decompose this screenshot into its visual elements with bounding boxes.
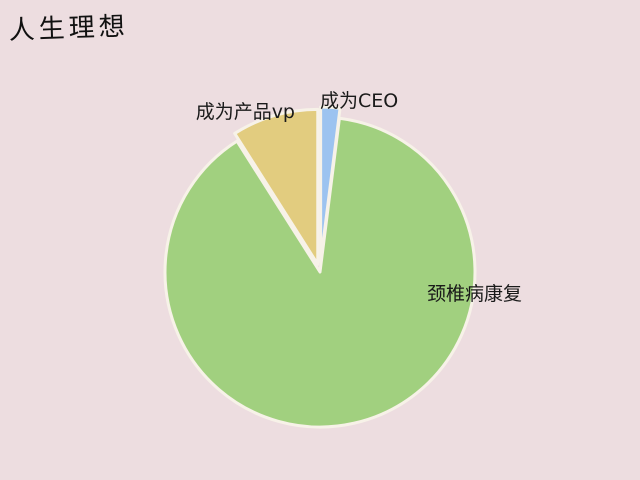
slice-label: 成为产品vp bbox=[196, 101, 295, 123]
labels-layer: 成为CEO 颈椎病康复 成为产品vp bbox=[196, 90, 522, 305]
slices-layer bbox=[163, 105, 477, 429]
slice-label: 成为CEO bbox=[320, 90, 398, 112]
slice-label: 颈椎病康复 bbox=[427, 283, 522, 305]
pie-slice bbox=[163, 116, 477, 429]
pie-slice bbox=[233, 107, 320, 266]
